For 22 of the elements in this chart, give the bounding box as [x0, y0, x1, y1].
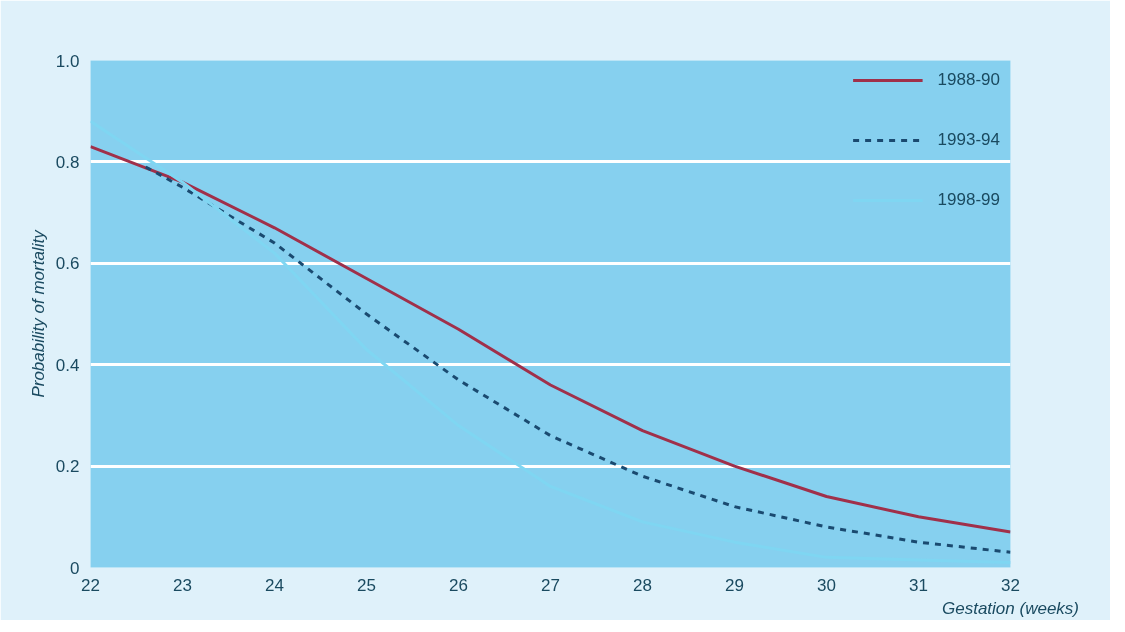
x-tick-label: 23: [173, 575, 192, 595]
legend-label: 1988-90: [937, 70, 1000, 90]
legend-label: 1993-94: [937, 130, 1000, 150]
x-tick-label: 30: [817, 575, 836, 595]
x-tick-label: 28: [633, 575, 652, 595]
y-tick-label: 0.4: [55, 355, 80, 375]
x-tick-label: 24: [265, 575, 284, 595]
y-tick-label: 0.8: [55, 152, 80, 172]
x-tick-label: 25: [357, 575, 376, 595]
x-tick-label: 29: [725, 575, 744, 595]
x-tick-label: 26: [449, 575, 468, 595]
x-tick-label: 27: [541, 575, 560, 595]
x-tick-label: 22: [81, 575, 100, 595]
x-tick-label: 31: [909, 575, 928, 595]
x-axis-title: Gestation (weeks): [942, 598, 1079, 618]
y-tick-label: 1.0: [55, 51, 80, 71]
y-tick-label: 0.2: [55, 457, 80, 477]
y-axis-title: Probability of mortality: [28, 228, 48, 398]
y-tick-label: 0: [70, 558, 80, 578]
x-tick-label: 32: [1001, 575, 1020, 595]
y-tick-label: 0.6: [55, 254, 80, 274]
legend-label: 1998-99: [937, 190, 1000, 210]
